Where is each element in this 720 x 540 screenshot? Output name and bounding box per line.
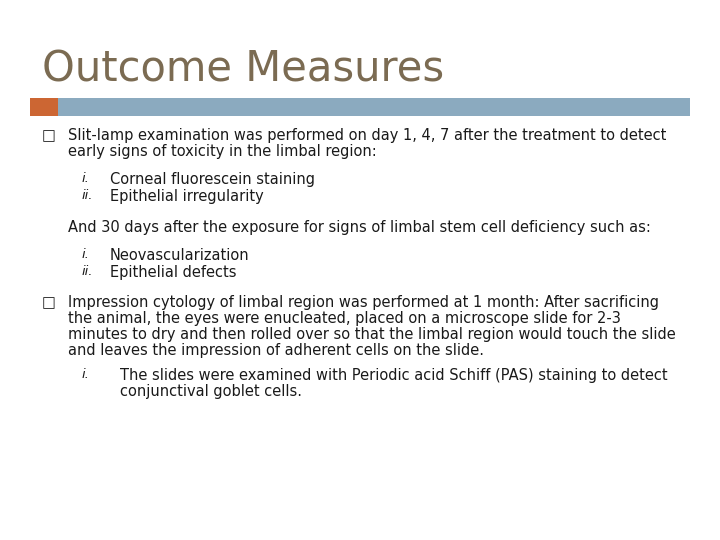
Text: Neovascularization: Neovascularization (110, 248, 250, 263)
Text: i.: i. (82, 172, 90, 185)
Text: Corneal fluorescein staining: Corneal fluorescein staining (110, 172, 315, 187)
Text: □: □ (42, 128, 56, 143)
Text: early signs of toxicity in the limbal region:: early signs of toxicity in the limbal re… (68, 144, 377, 159)
Text: Outcome Measures: Outcome Measures (42, 48, 444, 90)
Text: ii.: ii. (82, 189, 94, 202)
Bar (30, 98, 58, 116)
Text: The slides were examined with Periodic acid Schiff (PAS) staining to detect: The slides were examined with Periodic a… (120, 368, 667, 383)
Text: Epithelial irregularity: Epithelial irregularity (110, 189, 264, 204)
Text: i.: i. (82, 248, 90, 261)
Bar (58, 98, 690, 116)
Text: the animal, the eyes were enucleated, placed on a microscope slide for 2-3: the animal, the eyes were enucleated, pl… (68, 311, 621, 326)
Text: Slit-lamp examination was performed on day 1, 4, 7 after the treatment to detect: Slit-lamp examination was performed on d… (68, 128, 667, 143)
Text: and leaves the impression of adherent cells on the slide.: and leaves the impression of adherent ce… (68, 343, 484, 358)
Text: minutes to dry and then rolled over so that the limbal region would touch the sl: minutes to dry and then rolled over so t… (68, 327, 676, 342)
Text: conjunctival goblet cells.: conjunctival goblet cells. (120, 384, 302, 399)
Text: □: □ (42, 295, 56, 310)
Text: Impression cytology of limbal region was performed at 1 month: After sacrificing: Impression cytology of limbal region was… (68, 295, 659, 310)
Text: Epithelial defects: Epithelial defects (110, 265, 236, 280)
Text: i.: i. (82, 368, 90, 381)
Text: ii.: ii. (82, 265, 94, 278)
Text: And 30 days after the exposure for signs of limbal stem cell deficiency such as:: And 30 days after the exposure for signs… (68, 220, 651, 235)
